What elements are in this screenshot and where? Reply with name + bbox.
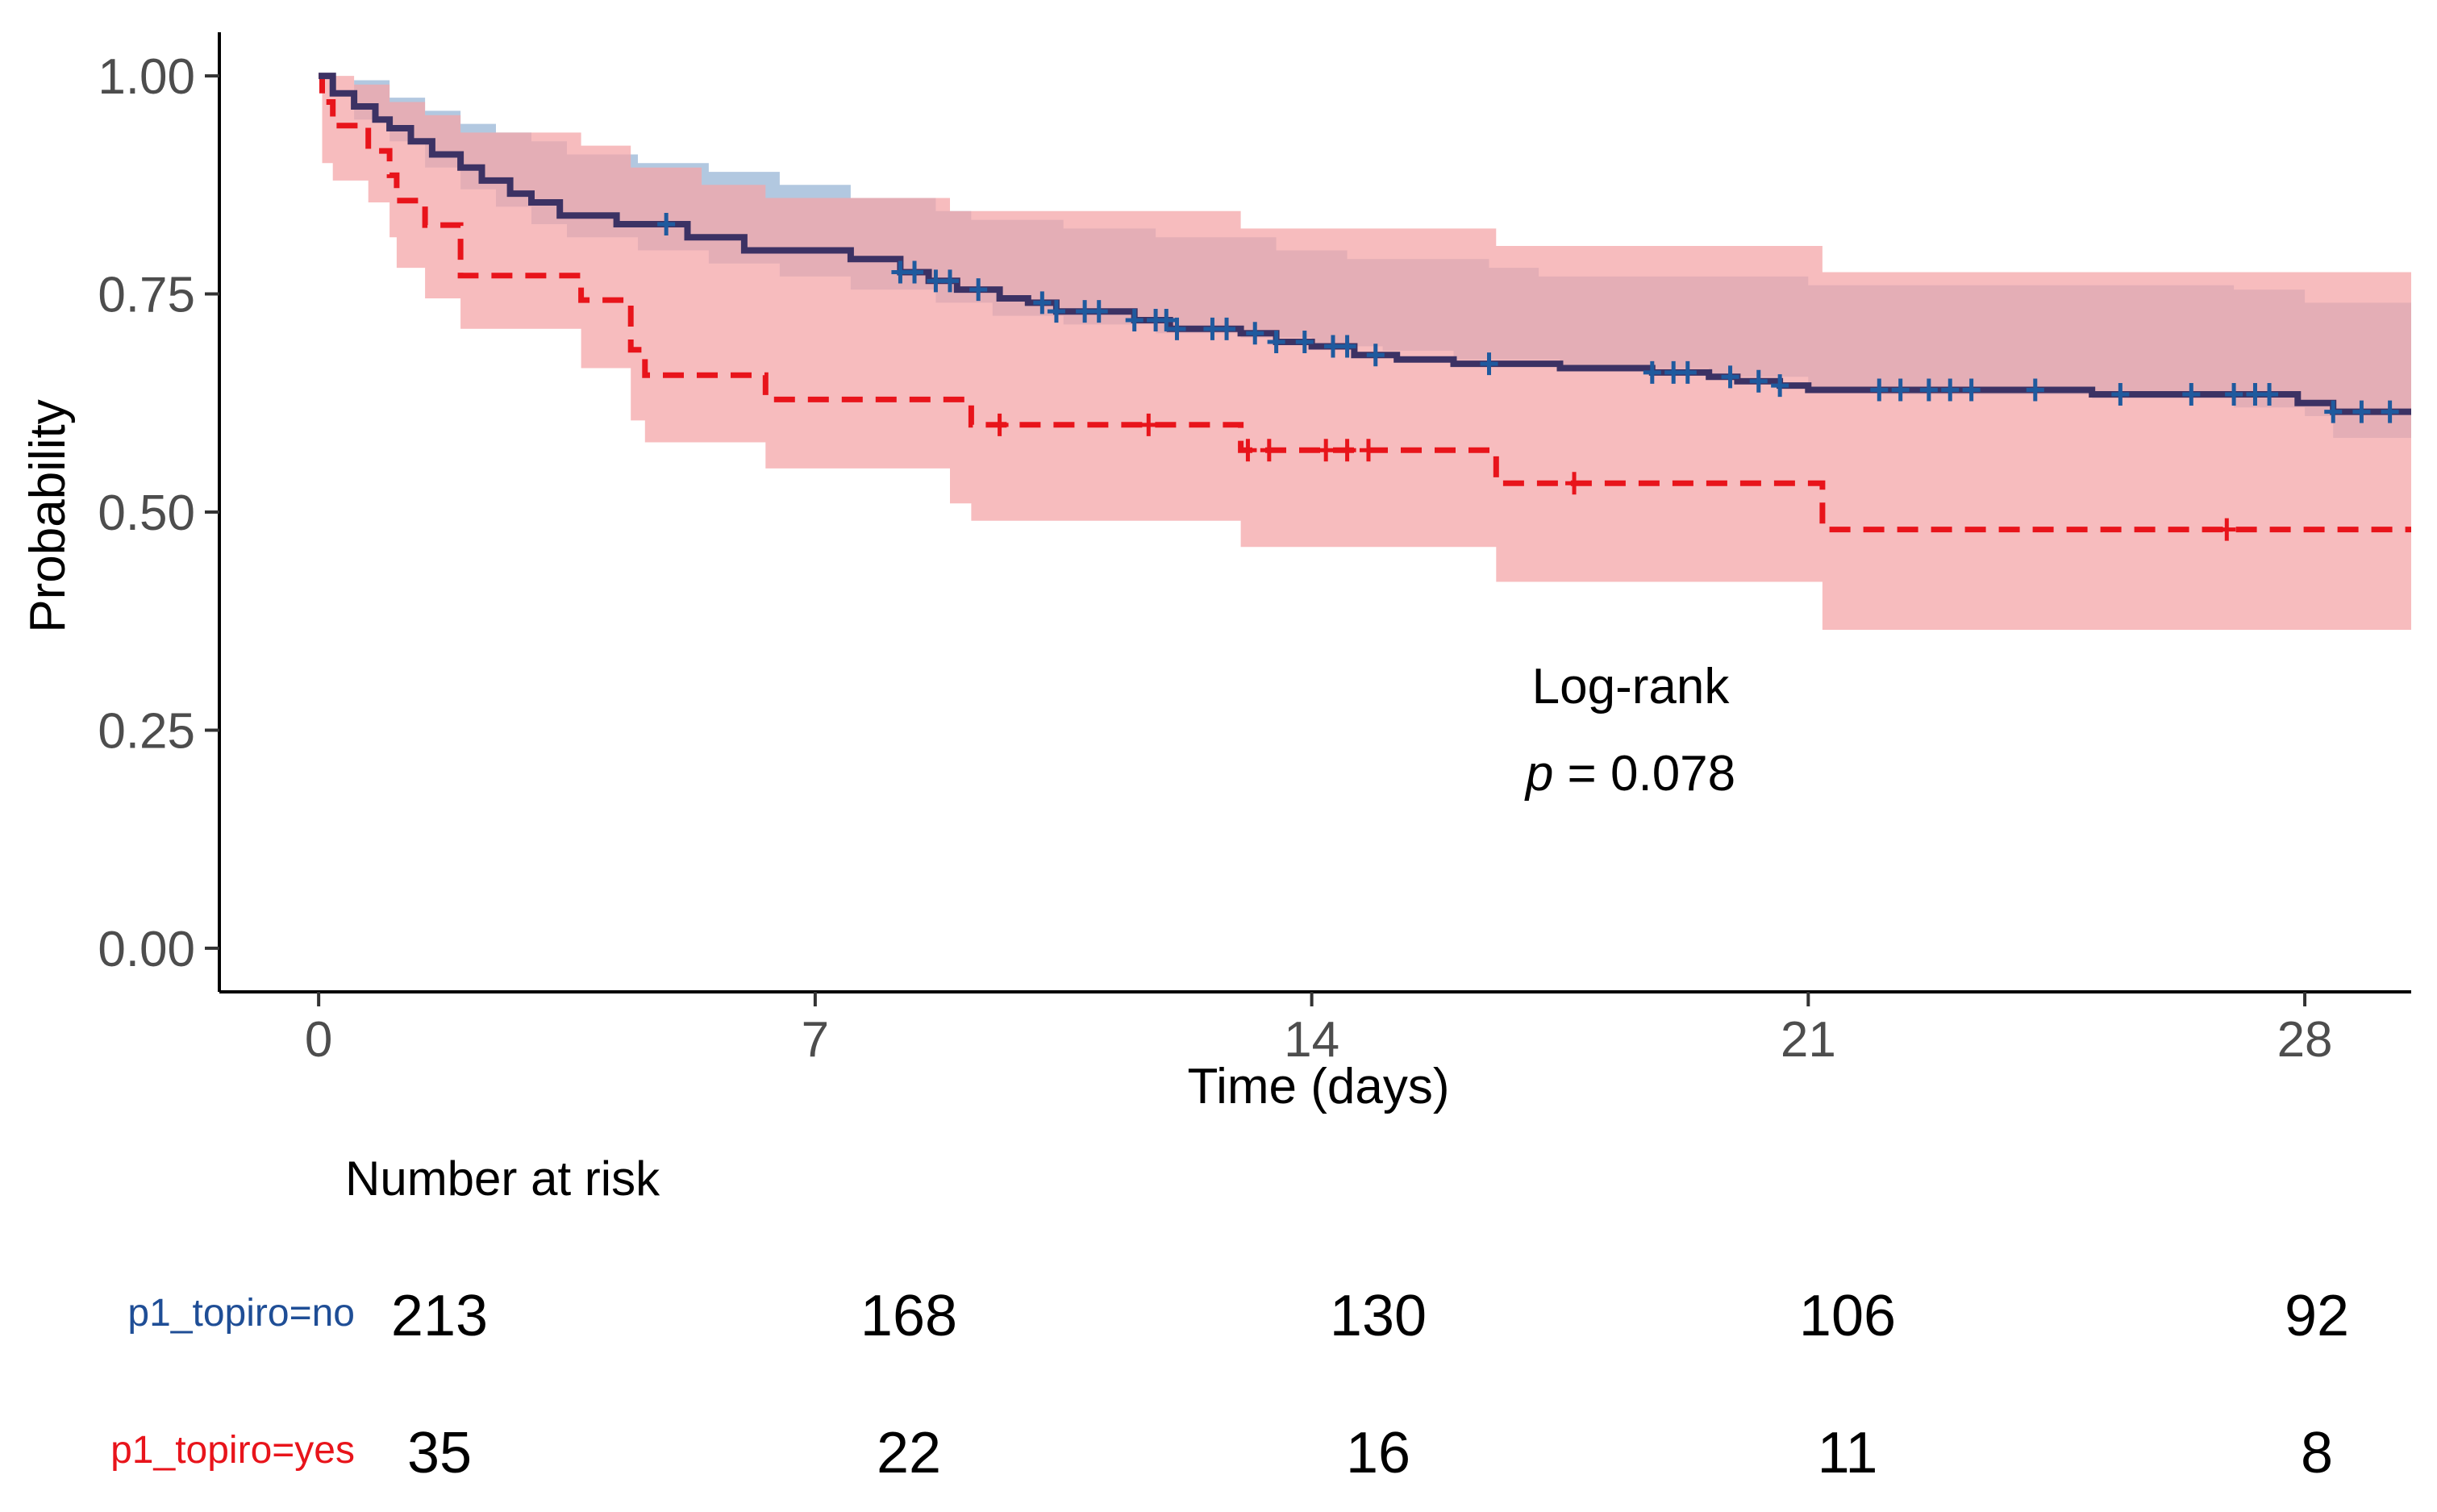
censor-mark-no [657, 213, 676, 235]
censor-mark-yes [2218, 518, 2236, 541]
y-axis-title: Probability [20, 399, 76, 632]
x-tick-label: 28 [2277, 1012, 2333, 1068]
x-tick-label: 21 [1781, 1012, 1836, 1068]
risk-count: 35 [407, 1421, 472, 1485]
censor-mark-no [2111, 382, 2130, 406]
censor-mark-no [2352, 400, 2371, 423]
censor-mark-no [1168, 317, 1186, 340]
censor-mark-no [1033, 291, 1052, 314]
risk-row-label: p1_topiro=yes [110, 1429, 355, 1472]
censor-mark-no [1891, 378, 1910, 402]
y-tick-label: 0.00 [98, 922, 195, 977]
censor-mark-yes [1317, 439, 1335, 462]
p-value: = 0.078 [1553, 746, 1735, 802]
x-tick-label: 0 [305, 1012, 332, 1068]
censor-marks [657, 213, 2399, 541]
censor-mark-no [1047, 300, 1065, 323]
survival-line-no [319, 73, 2411, 415]
censor-mark-yes [1139, 413, 1158, 436]
risk-count: 213 [391, 1284, 488, 1348]
censor-mark-no [1338, 335, 1356, 358]
risk-table-title: Number at risk [345, 1152, 660, 1206]
axes: 0.00 0.25 0.50 0.75 1.00 0 7 14 21 28 [98, 32, 2411, 1068]
censor-mark-yes [990, 413, 1009, 436]
censor-mark-no [1919, 378, 1938, 402]
censor-mark-no [1771, 374, 1789, 398]
censor-mark-no [1480, 352, 1498, 376]
survival-line-yes [319, 73, 2411, 533]
censor-mark-no [2260, 382, 2279, 406]
x-tick-label: 7 [802, 1012, 829, 1068]
risk-count: 130 [1330, 1284, 1427, 1348]
y-tick-label: 0.75 [98, 268, 195, 323]
censor-mark-no [2381, 400, 2399, 423]
censor-mark-yes [1359, 439, 1377, 462]
censor-mark-no [1125, 309, 1144, 331]
risk-count: 16 [1346, 1421, 1410, 1485]
censor-mark-no [1870, 378, 1889, 402]
risk-count: 92 [2285, 1284, 2349, 1348]
risk-count: 168 [860, 1284, 957, 1348]
censor-mark-yes [1338, 439, 1356, 462]
risk-count: 11 [1818, 1421, 1878, 1485]
censor-mark-no [1267, 331, 1285, 354]
x-tick-label: 14 [1284, 1012, 1339, 1068]
survival-curves [319, 73, 2411, 533]
censor-mark-no [1643, 360, 1661, 384]
y-tick-label: 1.00 [98, 49, 195, 105]
risk-count: 22 [877, 1421, 941, 1485]
censor-mark-no [969, 278, 988, 302]
log-rank-label: Log-rank [1532, 659, 1731, 714]
censor-mark-no [1962, 378, 1981, 402]
censor-mark-yes [1565, 472, 1584, 495]
censor-mark-yes [1260, 439, 1278, 462]
p-symbol: p [1524, 746, 1553, 802]
risk-count: 106 [1799, 1284, 1896, 1348]
censor-mark-no [1218, 317, 1236, 340]
p-value-label: p = 0.078 [1524, 746, 1735, 802]
censor-mark-no [941, 269, 959, 293]
censor-mark-no [2324, 400, 2343, 423]
censor-mark-no [1678, 360, 1697, 384]
censor-mark-no [1295, 331, 1314, 354]
censor-mark-no [1749, 369, 1768, 393]
censor-mark-no [2182, 382, 2201, 406]
censor-mark-no [2225, 382, 2243, 406]
censor-mark-no [1941, 378, 1960, 402]
y-tick-label: 0.25 [98, 703, 195, 759]
censor-mark-no [1721, 365, 1739, 389]
censor-mark-yes [1239, 439, 1257, 462]
censor-mark-no [1246, 322, 1264, 345]
censor-mark-no [1157, 309, 1176, 331]
y-tick-label: 0.50 [98, 485, 195, 541]
censor-mark-no [1366, 344, 1385, 367]
censor-mark-no [906, 260, 924, 284]
censor-mark-no [2026, 378, 2044, 402]
x-axis-title: Time (days) [1188, 1059, 1450, 1114]
censor-mark-no [1089, 300, 1108, 323]
risk-row-label: p1_topiro=no [127, 1292, 355, 1335]
risk-count: 8 [2301, 1421, 2333, 1485]
